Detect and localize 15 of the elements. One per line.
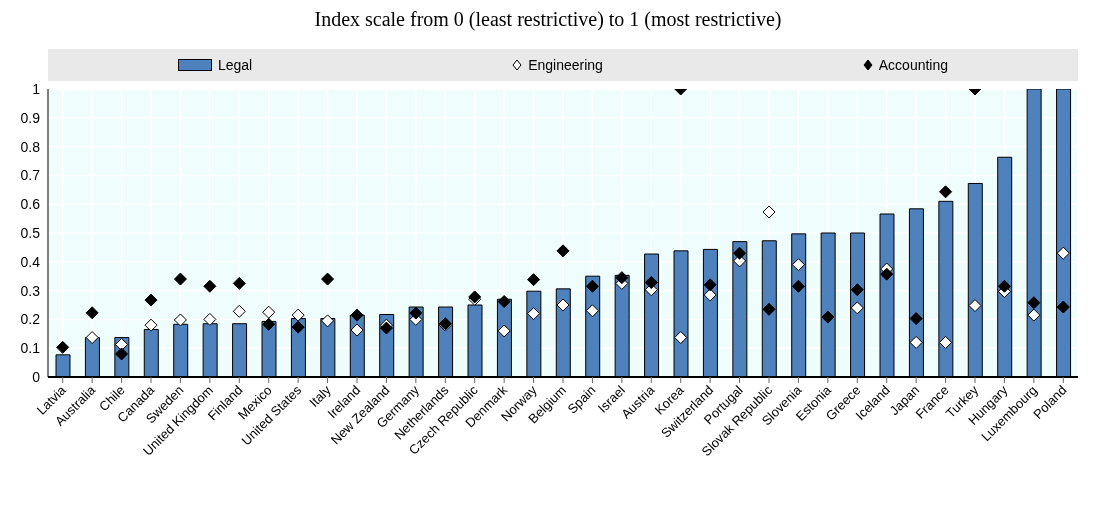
y-tick-label: 0 [32,368,41,385]
legend-label: Engineering [527,57,603,73]
y-tick-label: 0.8 [20,138,41,155]
y-tick-label: 0.5 [20,224,41,241]
y-tick-label: 0.6 [20,196,41,213]
chart-title: Index scale from 0 (least restrictive) to 1 (most restrictive) [313,8,783,31]
y-tick-label: 0.7 [20,167,41,184]
y-tick-label: 1 [32,80,41,97]
legend-label: Accounting [877,57,949,73]
y-tick-label: 0.1 [20,340,41,357]
y-tick-label: 0.4 [20,253,41,270]
y-tick-label: 0.3 [20,282,41,299]
legend-label: Legal [216,57,253,73]
y-tick-label: 0.9 [20,109,41,126]
y-tick-label: 0.2 [20,311,41,328]
